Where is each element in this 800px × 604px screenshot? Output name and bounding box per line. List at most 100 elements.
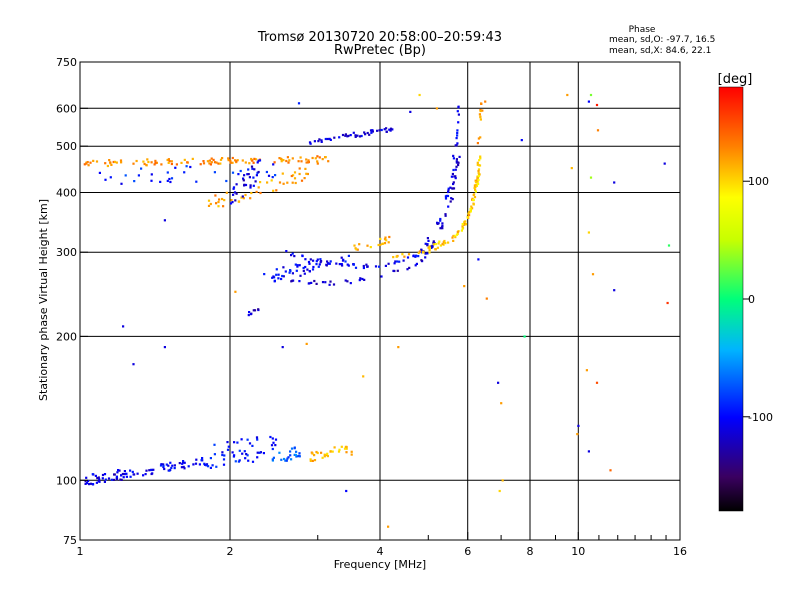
data-point [183,171,186,174]
data-point [321,158,324,161]
data-point [439,217,442,221]
data-point [298,172,301,176]
data-point [476,180,479,183]
data-point [456,129,459,132]
data-point [478,113,481,116]
data-point [122,325,125,328]
data-point [115,478,118,481]
data-point [92,159,95,162]
data-point [457,161,460,164]
data-point [326,137,329,141]
data-point [86,161,89,164]
data-point [344,133,347,136]
data-point [147,160,150,164]
data-point [294,453,298,457]
data-point [444,195,447,198]
data-point [452,182,455,186]
data-point [277,273,280,276]
data-point [437,242,440,245]
data-point [319,258,322,261]
data-point [474,180,478,184]
data-point [198,463,201,466]
data-point [391,128,394,131]
data-point [305,172,308,175]
data-point [84,482,87,485]
data-point [471,207,474,210]
data-point [497,381,500,384]
data-point [109,161,112,164]
data-point [418,250,421,253]
data-point [259,451,262,454]
data-point [477,174,480,178]
data-point [379,243,382,246]
data-point [350,453,353,456]
data-point [125,472,128,475]
data-point [456,231,459,234]
data-point [428,247,431,250]
data-point [477,137,480,140]
data-point [412,255,415,258]
data-point [320,140,323,143]
data-point [251,167,254,170]
data-point [247,173,250,176]
data-point [101,477,104,480]
data-point [227,157,230,160]
data-point [173,464,176,467]
data-point [310,281,313,284]
data-point [477,171,480,174]
data-point [281,346,284,349]
data-point [444,213,447,216]
data-point [435,107,438,110]
data-point [145,163,148,167]
data-point [207,199,211,202]
data-point [199,163,202,166]
data-point [397,346,400,349]
data-point [398,260,401,263]
data-point [117,469,120,472]
data-point [485,297,488,300]
data-point [98,171,101,174]
data-point [328,262,331,265]
data-point [271,458,274,461]
data-point [226,448,230,451]
data-point [249,313,253,316]
data-point [205,464,208,467]
y-tick-label: 200 [56,330,77,343]
stats-heading: Phase [629,25,656,35]
data-point [447,189,450,192]
data-point [473,196,477,199]
data-point [340,256,343,259]
data-point [214,194,217,197]
data-point [587,100,590,103]
data-point [203,463,207,466]
data-point [248,311,251,314]
data-point [257,186,260,189]
data-point [666,301,669,305]
data-point [210,161,213,164]
data-point [295,455,298,458]
data-point [281,274,284,278]
data-point [338,448,341,451]
data-point [454,175,457,178]
data-point [222,458,226,461]
data-point [248,442,252,445]
data-point [344,260,347,263]
data-point [439,244,442,247]
data-point [303,272,306,275]
data-point [284,459,287,462]
data-point [591,273,595,276]
data-point [476,176,479,180]
data-point [316,160,319,163]
data-point [461,225,464,228]
data-point [252,161,255,164]
data-point [217,205,220,208]
data-point [315,260,318,263]
data-point [439,227,442,230]
data-point [271,176,274,179]
data-point [243,450,246,453]
x-tick-label: 4 [377,545,384,558]
data-point [358,279,361,282]
data-point [313,279,316,283]
x-tick-label: 10 [571,545,585,558]
data-point [305,158,308,161]
